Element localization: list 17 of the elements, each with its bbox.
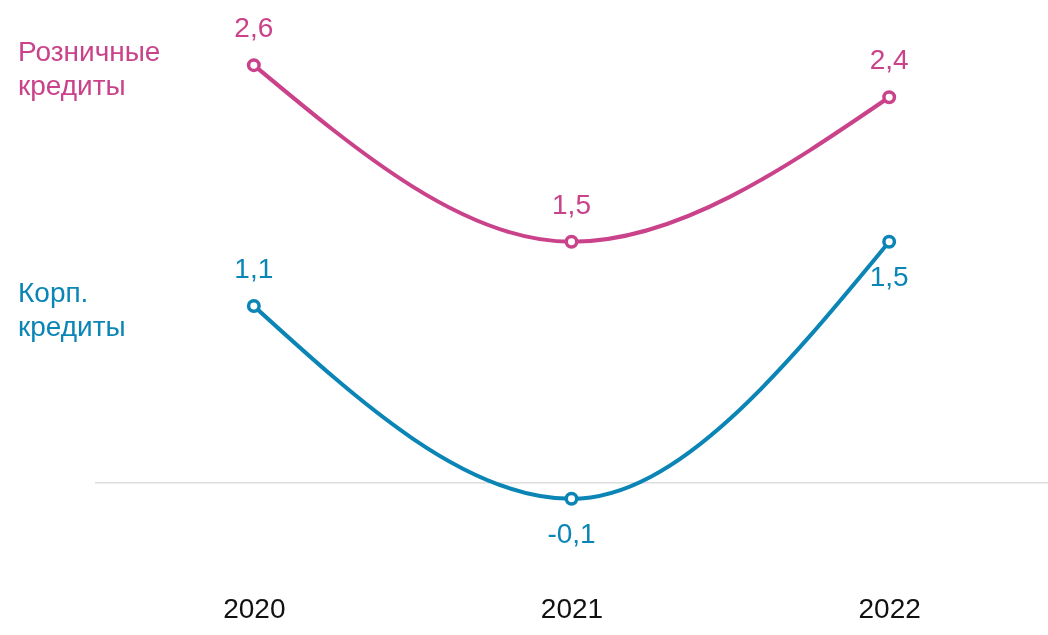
- text: Розничные кредиты: [18, 36, 161, 102]
- data-label: 1,1: [234, 253, 274, 285]
- point: [564, 491, 579, 506]
- point: [246, 58, 261, 73]
- data-label: 2,4: [869, 44, 909, 76]
- text: Корп. кредиты: [18, 277, 126, 343]
- data-label: 2,6: [234, 12, 274, 44]
- data-label: -0,1: [547, 517, 596, 549]
- point: [882, 234, 897, 249]
- x-tick-label: 2022: [858, 592, 921, 624]
- data-label: 1,5: [552, 188, 591, 220]
- point: [246, 299, 261, 314]
- data-label: 1,5: [869, 260, 909, 292]
- point: [564, 234, 579, 249]
- x-tick-label: 2021: [540, 592, 604, 624]
- x-tick-label: 2020: [223, 592, 286, 624]
- point: [882, 90, 897, 105]
